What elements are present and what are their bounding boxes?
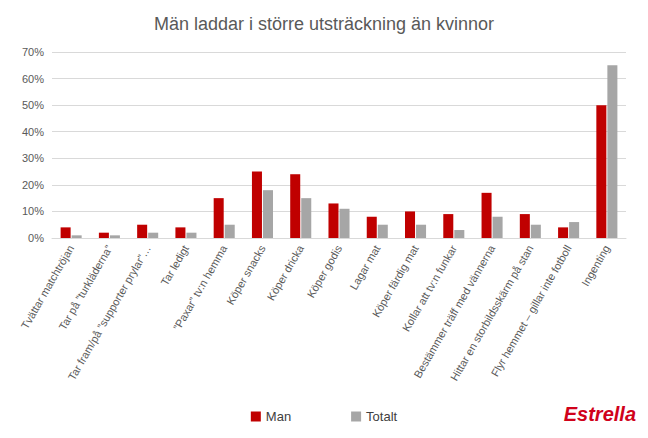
svg-text:0%: 0% — [28, 232, 44, 244]
svg-text:Tar på ”turkläderna”: Tar på ”turkläderna” — [56, 243, 115, 332]
svg-text:Lagar mat: Lagar mat — [347, 243, 382, 292]
svg-text:Köper snacks: Köper snacks — [224, 243, 268, 307]
svg-text:10%: 10% — [22, 205, 44, 217]
svg-text:Bestämmer träff med vännerna: Bestämmer träff med vännerna — [411, 243, 498, 380]
svg-text:Hittar en storbildsskärm på st: Hittar en storbildsskärm på stan — [447, 243, 536, 383]
svg-text:70%: 70% — [22, 46, 44, 58]
svg-text:Flyr hemmet – gillar inte fotb: Flyr hemmet – gillar inte fotboll — [489, 243, 574, 379]
svg-text:60%: 60% — [22, 73, 44, 85]
svg-text:Totalt: Totalt — [366, 409, 397, 424]
svg-text:Estrella: Estrella — [564, 403, 636, 425]
svg-text:50%: 50% — [22, 99, 44, 111]
svg-text:Köper dricka: Köper dricka — [265, 242, 307, 302]
svg-text:30%: 30% — [22, 152, 44, 164]
svg-text:Köper färdig mat: Köper färdig mat — [369, 243, 421, 320]
svg-text:Tar ledigt: Tar ledigt — [158, 243, 191, 288]
svg-text:Tvättar matchtröjan: Tvättar matchtröjan — [18, 243, 77, 331]
svg-text:Kollar att tv:n funkar: Kollar att tv:n funkar — [399, 243, 459, 334]
svg-text:Man: Man — [266, 409, 291, 424]
svg-text:Ingenting: Ingenting — [579, 243, 612, 288]
svg-text:Köper godis: Köper godis — [304, 243, 344, 300]
svg-text:Tar fram/på ”supporter prylar”: Tar fram/på ”supporter prylar”… — [66, 243, 153, 382]
svg-text:”Paxar” tv:n hemma: ”Paxar” tv:n hemma — [171, 242, 230, 332]
svg-text:Män laddar i större utsträckni: Män laddar i större utsträckning än kvin… — [154, 14, 494, 34]
svg-text:20%: 20% — [22, 179, 44, 191]
svg-text:40%: 40% — [22, 126, 44, 138]
